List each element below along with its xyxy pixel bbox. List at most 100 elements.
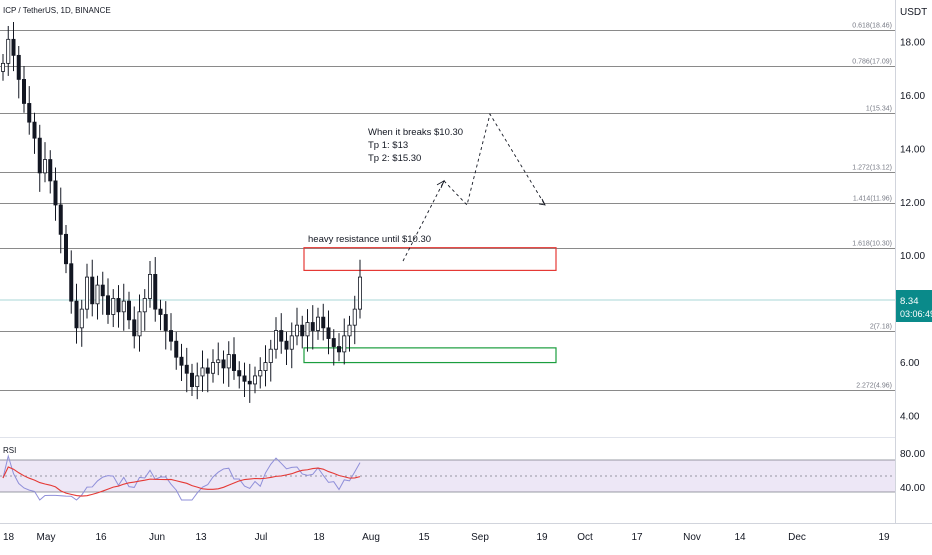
candle-body [184,364,189,374]
candle-body [64,233,69,265]
candle-body [294,324,299,337]
x-tick-label: 19 [536,532,548,543]
candle-body [48,159,53,182]
candle-body [310,322,315,331]
projection-arrow [436,179,445,189]
target-annotation-line-1[interactable]: When it breaks $10.30 [368,127,463,138]
rsi-label: RSI [3,446,16,455]
candle-body [163,314,168,331]
candle-body [231,354,236,371]
x-tick-label: Dec [788,532,806,543]
x-tick-label: 16 [95,532,107,543]
zones-layer [303,247,557,364]
candle-body [90,276,95,305]
candle-body [242,375,247,382]
x-tick-label: 15 [418,532,430,543]
candles-layer [0,21,362,403]
y-tick-label: 6.00 [900,358,920,369]
rsi-line [2,454,361,501]
rsi-ma-line [2,466,361,497]
candle-body [27,103,32,123]
candle-body [216,359,221,363]
candle-body [352,308,357,326]
candle-body [132,319,137,337]
candle-body [195,375,200,388]
candle-body [357,276,362,310]
price-badge [896,290,932,322]
y-tick-label: 12.00 [900,198,925,209]
rsi-tick-label: 40.00 [900,483,925,494]
rsi-tick-label: 80.00 [900,449,925,460]
price-badge-countdown: 03:06:49 [900,309,932,319]
x-tick-label: 19 [878,532,890,543]
axis-layer: 18.00 16.00 14.00 12.00 10.00 6.00 4.00 18 May 16… [0,0,932,543]
x-tick-label: May [37,532,56,543]
symbol-title: ICP / TetherUS, 1D, BINANCE [3,6,111,15]
resistance-annotation[interactable]: heavy resistance until $10.30 [308,234,431,245]
candle-body [326,327,331,339]
price-badge-value: 8.34 [900,296,919,307]
fib-level-label: 2.272(4.96) [856,383,892,390]
candle-body [16,54,21,80]
candle-body [321,316,326,329]
candle-body [0,62,6,72]
candle-body [100,284,105,297]
fib-level-label: 2(7.18) [870,324,892,331]
candle-body [315,316,320,331]
fibonacci-layer: 0.618(18.46) 0.786(17.09) 1(15.34) 1.272(13… [0,23,895,391]
y-tick-label: 14.00 [900,144,925,155]
candle-body [11,38,16,56]
projection-arrow [538,198,546,206]
resistance-zone [303,247,557,272]
candle-body [21,79,26,104]
candle-body [268,348,273,363]
rsi-layer [2,454,361,501]
candle-body [79,308,84,329]
candle-body [158,308,163,315]
x-tick-label: Nov [683,532,701,543]
y-tick-label: 10.00 [900,251,925,262]
candle-body [284,340,289,350]
candle-body [258,370,263,377]
candle-body [279,330,284,342]
candle-body [347,324,352,337]
x-tick-label: Aug [362,532,380,543]
y-tick-label: 16.00 [900,91,925,102]
candle-body [137,311,142,337]
target-annotation-line-2[interactable]: Tp 1: $13 [368,140,408,151]
candle-body [336,346,341,353]
fib-level-label: 1.272(13.12) [852,165,892,172]
candle-body [289,335,294,350]
candle-body [179,356,184,366]
target-annotation-line-3[interactable]: Tp 2: $15.30 [368,153,421,164]
candle-body [43,159,48,174]
candle-body [342,335,347,353]
candle-body [74,300,79,329]
candle-body [221,359,226,369]
candle-body [58,204,63,235]
x-tick-label: 18 [313,532,325,543]
projection-layer [402,112,546,262]
fib-level-label: 1.414(11.96) [853,196,892,203]
fib-level-label: 1(15.34) [866,106,892,113]
x-tick-label: 18 [3,532,15,543]
x-tick-label: Sep [471,532,489,543]
candle-body [85,276,90,310]
candle-body [210,362,215,374]
candle-body [121,300,126,313]
candle-body [153,274,158,310]
candle-body [95,284,100,305]
candle-body [247,380,252,385]
candle-body [263,362,268,371]
y-tick-label: 18.00 [900,38,925,49]
candle-body [205,367,210,374]
candle-body [69,263,74,302]
candle-body [111,298,116,315]
candle-body [127,300,132,321]
x-tick-label: Jul [255,532,268,543]
support-zone [303,347,557,364]
y-tick-label: 4.00 [900,412,920,423]
fib-level-label: 1.618(10.30) [852,241,892,248]
